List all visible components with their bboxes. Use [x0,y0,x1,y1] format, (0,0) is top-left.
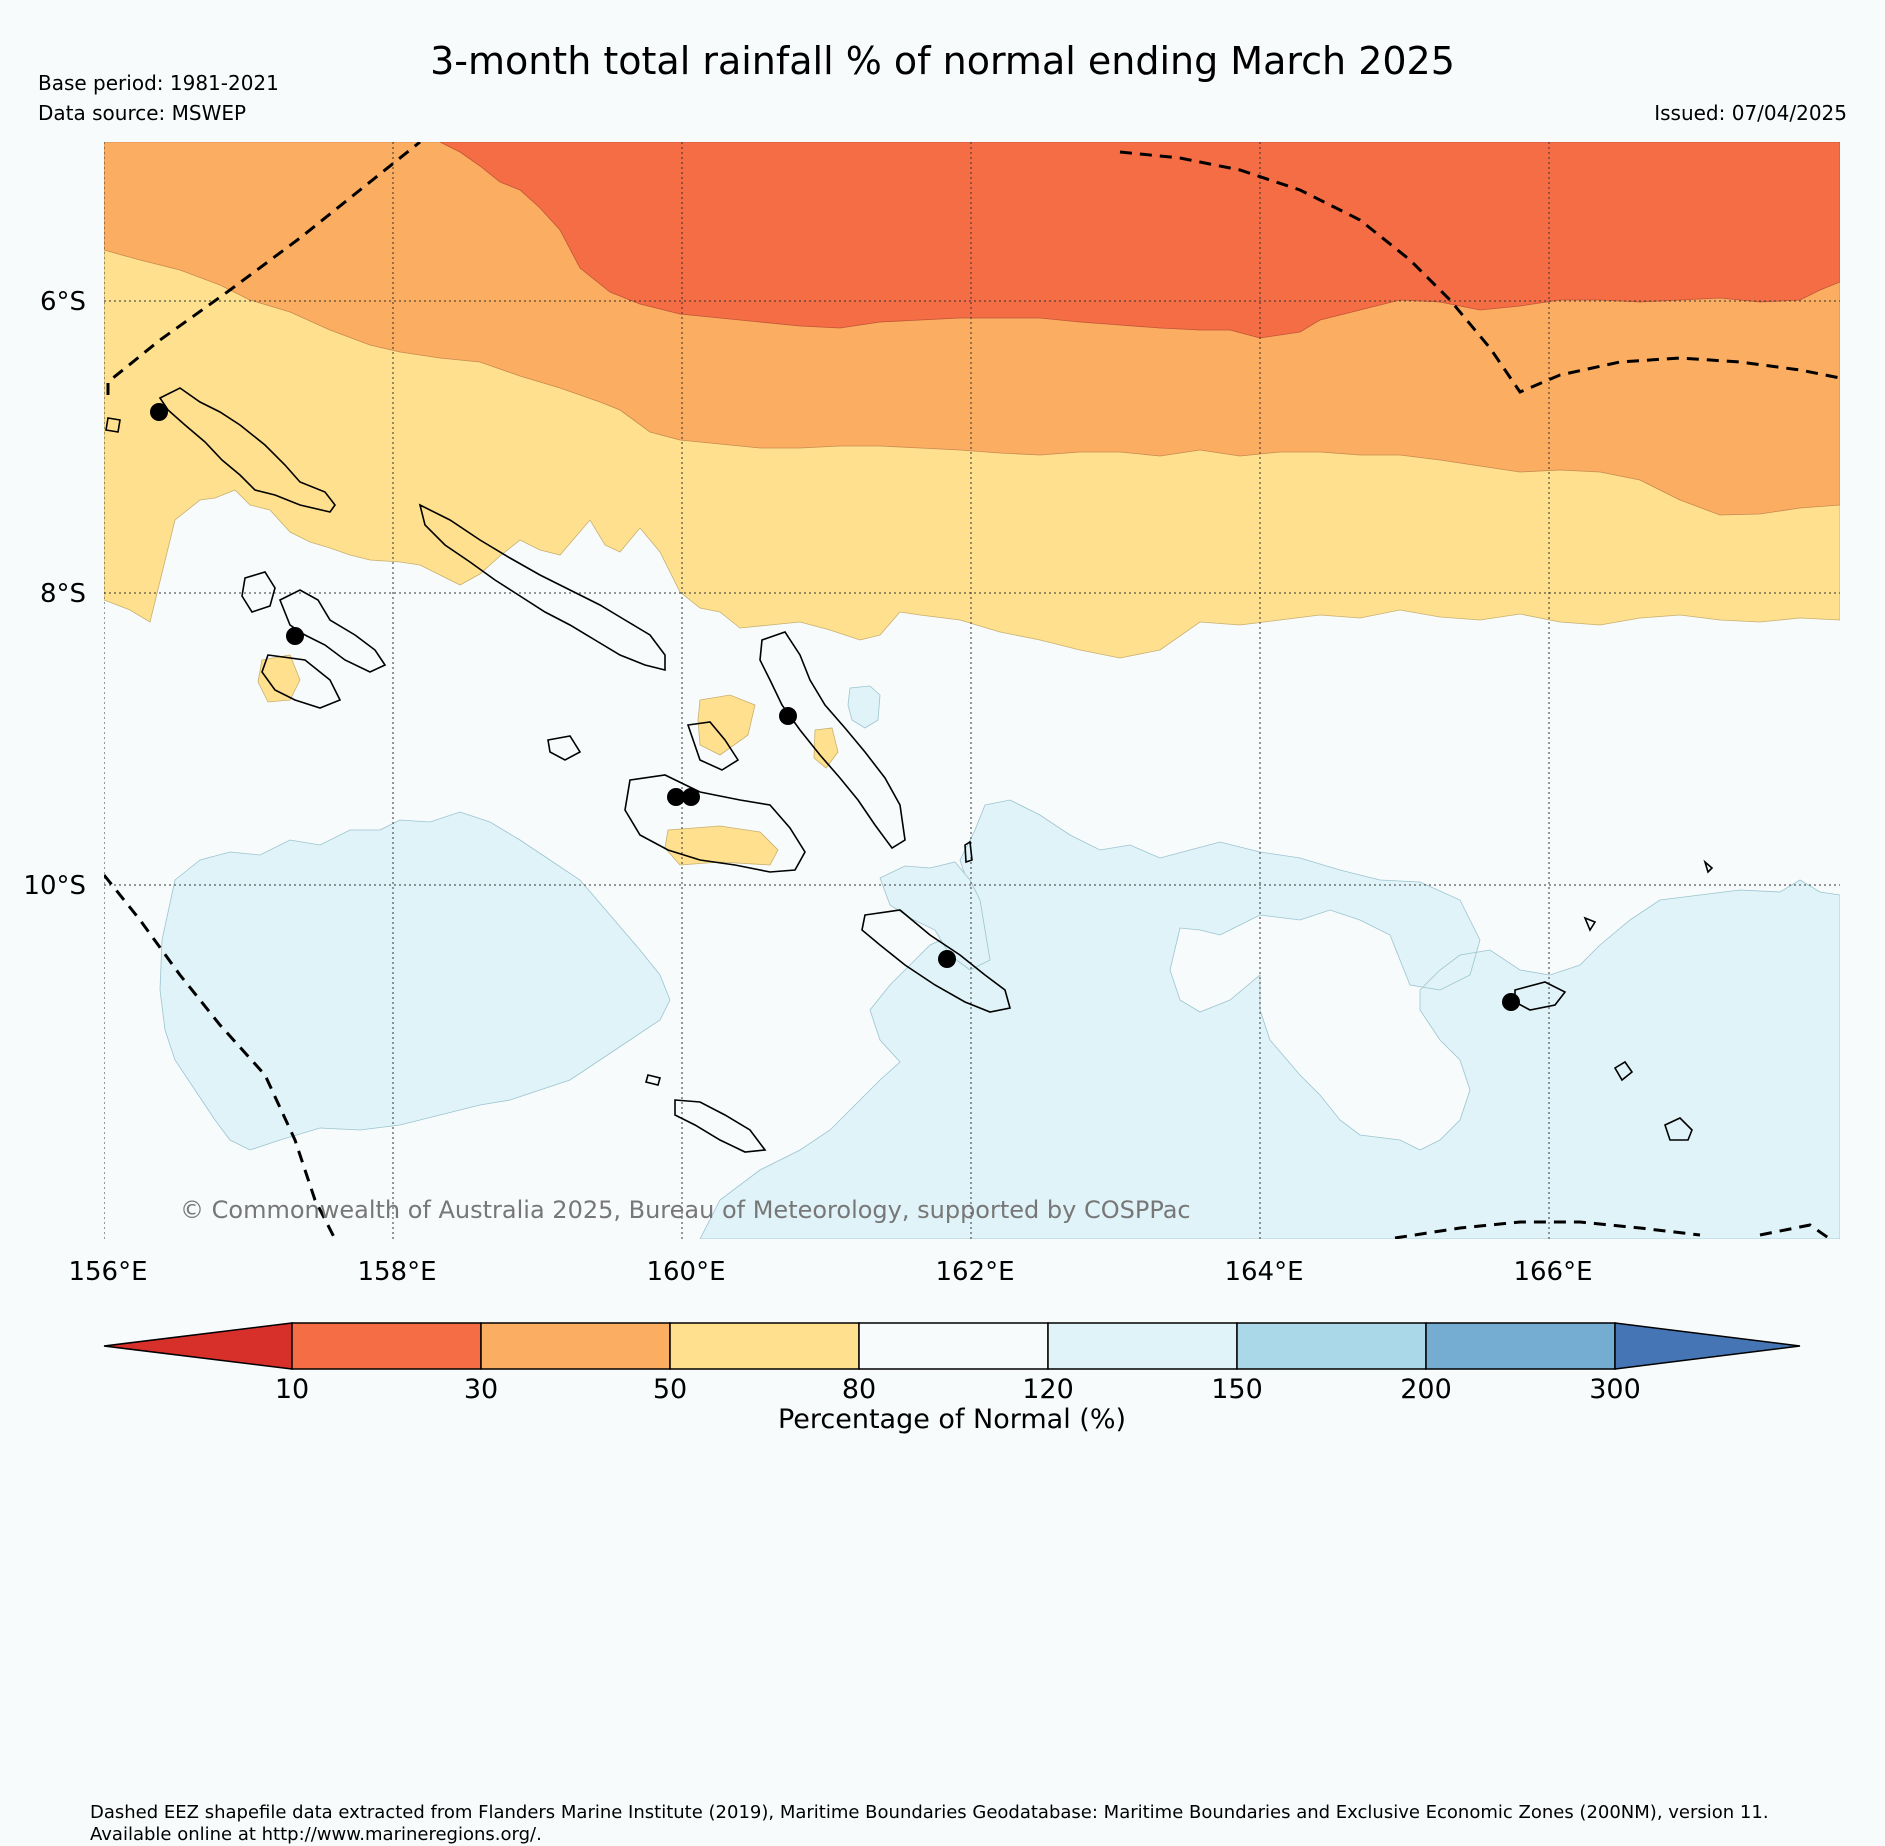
colorbar-extend-high [1614,1322,1801,1370]
rainfall-patch-120-150-small [847,685,881,729]
colorbar-tick-150: 150 [1211,1374,1263,1405]
colorbar-bin-200-300 [1425,1322,1616,1370]
island-rendova [261,654,342,709]
island-bougainville [158,387,336,513]
island-utupua [1664,1117,1693,1141]
colorbar-bin-150-200 [1236,1322,1427,1370]
island-makira [674,1099,767,1153]
island-new-georgia [278,589,387,673]
footer-line-1: Dashed EEZ shapefile data extracted from… [90,1802,1769,1823]
rainfall-patch-120-150-central [879,861,991,971]
colorbar-tick-50: 50 [653,1374,687,1405]
footer-credits: Dashed EEZ shapefile data extracted from… [90,1802,1769,1846]
rainfall-patch-50-80-c [257,654,301,703]
rainfall-patch-50-80-d [813,727,839,769]
island-tiny-1 [547,735,582,761]
lon-label-162e: 162°E [935,1257,1014,1287]
island-vanikoro [1613,1060,1634,1082]
rainfall-patch-50-80-b [664,825,779,866]
lon-label-156e: 156°E [68,1257,147,1287]
island-tiny-2 [964,840,973,864]
eez-boundary-northwest [106,142,421,395]
island-tiny-5 [105,417,121,433]
island-tiny-3 [1583,916,1597,932]
lon-label-160e: 160°E [646,1257,725,1287]
colorbar-tick-120: 120 [1022,1374,1074,1405]
colorbar-tick-80: 80 [842,1374,876,1405]
station-marker [682,788,700,806]
map-gridlines [104,142,1840,1239]
island-tiny-4 [1703,859,1714,874]
lat-label-10s: 10°S [23,871,86,901]
lon-label-158e: 158°E [357,1257,436,1287]
colorbar-bin-120-150 [1047,1322,1238,1370]
station-marker [667,788,685,806]
footer-line-2: Available online at http://www.marinereg… [90,1824,542,1845]
issued-date-text: Issued: 07/04/2025 [1654,101,1847,125]
rainfall-patch-120-150-east [699,799,1840,1239]
eez-boundary-southwest [104,874,337,1239]
coastlines [105,387,1714,1153]
colorbar-extend-low [103,1322,293,1370]
rainfall-band-10-30 [439,142,1840,339]
colorbar [103,1322,1801,1370]
island-rennell [645,1074,661,1086]
colorbar-tick-30: 30 [464,1374,498,1405]
map-plot-area: © Commonwealth of Australia 2025, Bureau… [104,142,1840,1239]
lat-label-8s: 8°S [40,579,86,609]
island-malaita [861,909,1012,1013]
island-florida [686,721,740,771]
rainfall-patch-120-150-west [159,811,671,1151]
eez-boundaries [104,142,1840,1239]
station-marker [286,627,304,645]
rainfall-map-figure: © Commonwealth of Australia 2025, Bureau… [23,142,1840,1435]
stations [150,403,1520,1011]
station-marker [1502,993,1520,1011]
colorbar-tick-300: 300 [1589,1374,1641,1405]
colorbar-tick-10: 10 [275,1374,309,1405]
colorbar-bin-30-50 [480,1322,671,1370]
colorbar-tick-200: 200 [1400,1374,1452,1405]
lon-label-166e: 166°E [1513,1257,1592,1287]
eez-boundary-northeast [1119,150,1840,394]
base-period-text: Base period: 1981-2021 [38,71,279,95]
colorbar-bin-50-80 [669,1322,860,1370]
station-marker [150,403,168,421]
map-title: 3-month total rainfall % of normal endin… [430,39,1455,83]
colorbar-label: Percentage of Normal (%) [778,1404,1126,1435]
data-source-text: Data source: MSWEP [38,101,247,125]
eez-boundary-southeast [1759,1223,1831,1239]
station-marker [938,950,956,968]
island-choiseul [418,503,666,672]
island-guadalcanal [624,774,806,873]
colorbar-bin-10-30 [291,1322,482,1370]
station-marker [779,707,797,725]
copyright-watermark: © Commonwealth of Australia 2025, Bureau… [180,1196,1191,1224]
island-vella-lavella [241,571,276,613]
lon-label-164e: 164°E [1224,1257,1303,1287]
lat-label-6s: 6°S [40,287,86,317]
colorbar-bin-80-120 [858,1322,1049,1370]
